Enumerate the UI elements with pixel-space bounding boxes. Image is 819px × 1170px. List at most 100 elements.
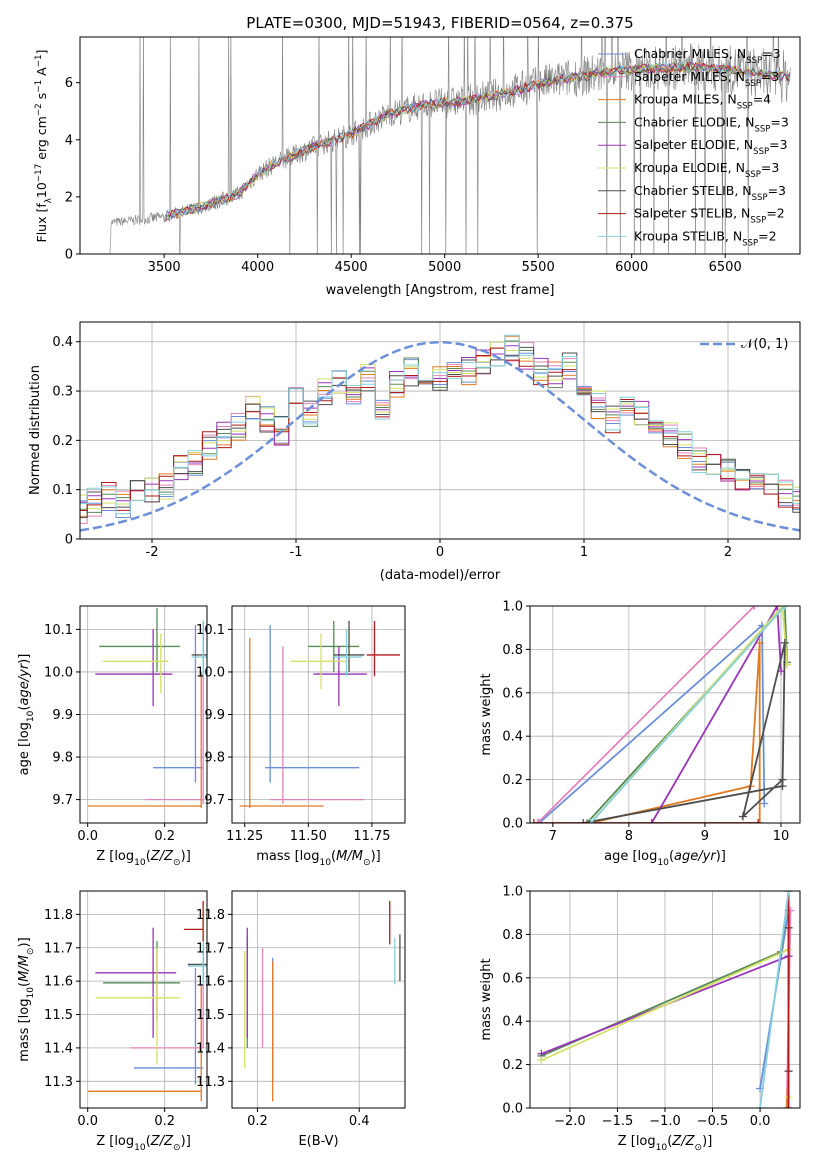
y-tick-label: 0.4 — [502, 730, 523, 745]
histogram-step — [80, 345, 800, 503]
legend-sub: SSP — [742, 238, 758, 248]
legend-entry: Salpeter MILES, NSSP=3 — [634, 69, 779, 89]
legend-entry: Kroupa STELIB, NSSP=2 — [634, 228, 777, 248]
y-tick-label: 11.7 — [44, 941, 73, 956]
x-tick-label: 0.2 — [154, 1114, 175, 1129]
x-tick-label: 0.2 — [247, 1114, 268, 1129]
plot-area-age_vs_Z — [87, 608, 207, 809]
y-tick-label: 0.0 — [502, 1102, 523, 1117]
x-tick-label: 6500 — [709, 260, 742, 275]
x-tick-label: 1 — [580, 545, 588, 560]
x-tick-label: −1.0 — [649, 1114, 681, 1129]
weight-marker — [778, 775, 787, 784]
y-tick-label: 9.9 — [204, 708, 225, 723]
y-tick-label: 9.9 — [52, 708, 73, 723]
axes-age_vs_mass: 11.25 11.50 11.75 9.7 9.8 9.9 10.0 10.1 mass [lo… — [196, 605, 406, 868]
x-tick-label: 5500 — [522, 260, 555, 275]
weight-marker — [530, 819, 538, 823]
y-tick-label: 0.4 — [502, 1015, 523, 1030]
plot-area-mass_vs_EBV — [244, 901, 401, 1102]
y-tick-label: 11.5 — [44, 1008, 73, 1023]
axes-frame — [79, 890, 208, 1109]
y-tick-label: 6 — [65, 76, 73, 91]
weight-marker — [754, 819, 763, 823]
y-tick-label: 11.4 — [44, 1041, 73, 1056]
x-axis-label: mass [log10(M/M⊙)] — [256, 849, 380, 868]
y-axis-label: mass weight — [479, 673, 494, 755]
legend-suffix: =3 — [762, 46, 780, 61]
legend-entry: 𝒩(0, 1) — [741, 337, 788, 352]
x-tick-label: 8 — [625, 829, 633, 844]
weight-marker — [579, 819, 588, 823]
y-tick-label: 11.7 — [196, 941, 225, 956]
weight-marker — [738, 812, 747, 821]
weight-line — [538, 623, 766, 823]
y-tick-label: 0.2 — [502, 773, 523, 788]
legend-suffix: =3 — [761, 160, 779, 175]
legend-suffix: =3 — [761, 69, 779, 84]
x-tick-label: 11.50 — [290, 829, 327, 844]
model-fit-line — [163, 62, 791, 223]
figure-title: PLATE=0300, MJD=51943, FIBERID=0564, z=0… — [246, 14, 633, 32]
legend-entry: Chabrier MILES, NSSP=3 — [634, 46, 781, 66]
x-tick-label: 6000 — [615, 260, 648, 275]
legend-sub: SSP — [746, 56, 762, 66]
x-tick-label: 9 — [701, 829, 709, 844]
y-tick-label: 0.0 — [502, 817, 523, 832]
x-axis-label: Z [log10(Z/Z⊙)] — [96, 1134, 191, 1153]
legend-text: Kroupa ELODIE, N — [634, 160, 745, 175]
plot-area-spectrum — [109, 37, 791, 254]
weight-marker — [756, 1104, 765, 1108]
y-tick-label: 1.0 — [502, 885, 523, 900]
axes-frame — [79, 36, 801, 255]
weight-line — [590, 606, 786, 823]
legend-entry: Kroupa ELODIE, NSSP=3 — [634, 160, 779, 180]
y-tick-label: 0.3 — [52, 385, 73, 400]
y-axis-label: mass [log10(M/M⊙)] — [17, 937, 36, 1061]
y-tick-label: 10.1 — [44, 623, 73, 638]
weight-marker — [782, 1104, 791, 1108]
y-axis-label: age [log10(age/yr)] — [17, 654, 36, 776]
axes-mass_vs_EBV: 0.2 0.4 11.3 11.4 11.5 11.6 11.7 11.8 E(B-V) — [196, 890, 406, 1149]
weight-marker — [780, 606, 789, 610]
y-tick-label: 0 — [65, 533, 73, 548]
axes-frame — [231, 890, 406, 1109]
y-tick-label: 9.7 — [52, 793, 73, 808]
y-tick-label: 4 — [65, 133, 73, 148]
legend-suffix: =3 — [769, 137, 787, 152]
y-tick-label: 1.0 — [502, 600, 523, 615]
y-tick-label: 11.3 — [44, 1075, 73, 1090]
histogram-step — [80, 340, 800, 513]
legend-text: Salpeter ELODIE, N — [634, 137, 753, 152]
weight-line — [590, 642, 761, 823]
y-tick-label: 0.2 — [52, 434, 73, 449]
legend-suffix: =4 — [753, 92, 771, 107]
legend-suffix: =3 — [770, 114, 788, 129]
y-tick-label: 9.8 — [204, 751, 225, 766]
axes-age_vs_Z: 0.0 0.2 9.7 9.8 9.9 10.0 10.1 Z [log10(Z/Z⊙)] ag… — [17, 605, 208, 868]
weight-marker — [755, 638, 764, 647]
y-tick-label: 9.7 — [204, 793, 225, 808]
x-tick-label: −1.5 — [602, 1114, 634, 1129]
legend-text: Chabrier MILES, N — [634, 46, 746, 61]
y-tick-label: 0 — [65, 248, 73, 263]
weight-marker — [784, 891, 793, 895]
y-tick-label: 0.8 — [502, 928, 523, 943]
weight-marker — [537, 1056, 546, 1065]
x-tick-label: 0.0 — [77, 1114, 98, 1129]
x-axis-label: wavelength [Angstrom, rest frame] — [326, 283, 555, 298]
legend-suffix: =3 — [768, 183, 786, 198]
histogram-step — [80, 334, 800, 515]
x-axis-label: Z [log10(Z/Z⊙)] — [96, 849, 191, 868]
legend-entry: Chabrier ELODIE, NSSP=3 — [634, 114, 789, 134]
y-tick-label: 0.1 — [52, 483, 73, 498]
y-tick-label: 10.1 — [196, 623, 225, 638]
legend-sub: SSP — [752, 193, 768, 203]
y-tick-label: 9.8 — [52, 751, 73, 766]
histogram-step — [80, 346, 800, 519]
x-tick-label: −2.0 — [554, 1114, 586, 1129]
x-tick-label: 0.0 — [750, 1114, 771, 1129]
legend-sub: SSP — [745, 170, 761, 180]
weight-line — [759, 891, 790, 1108]
